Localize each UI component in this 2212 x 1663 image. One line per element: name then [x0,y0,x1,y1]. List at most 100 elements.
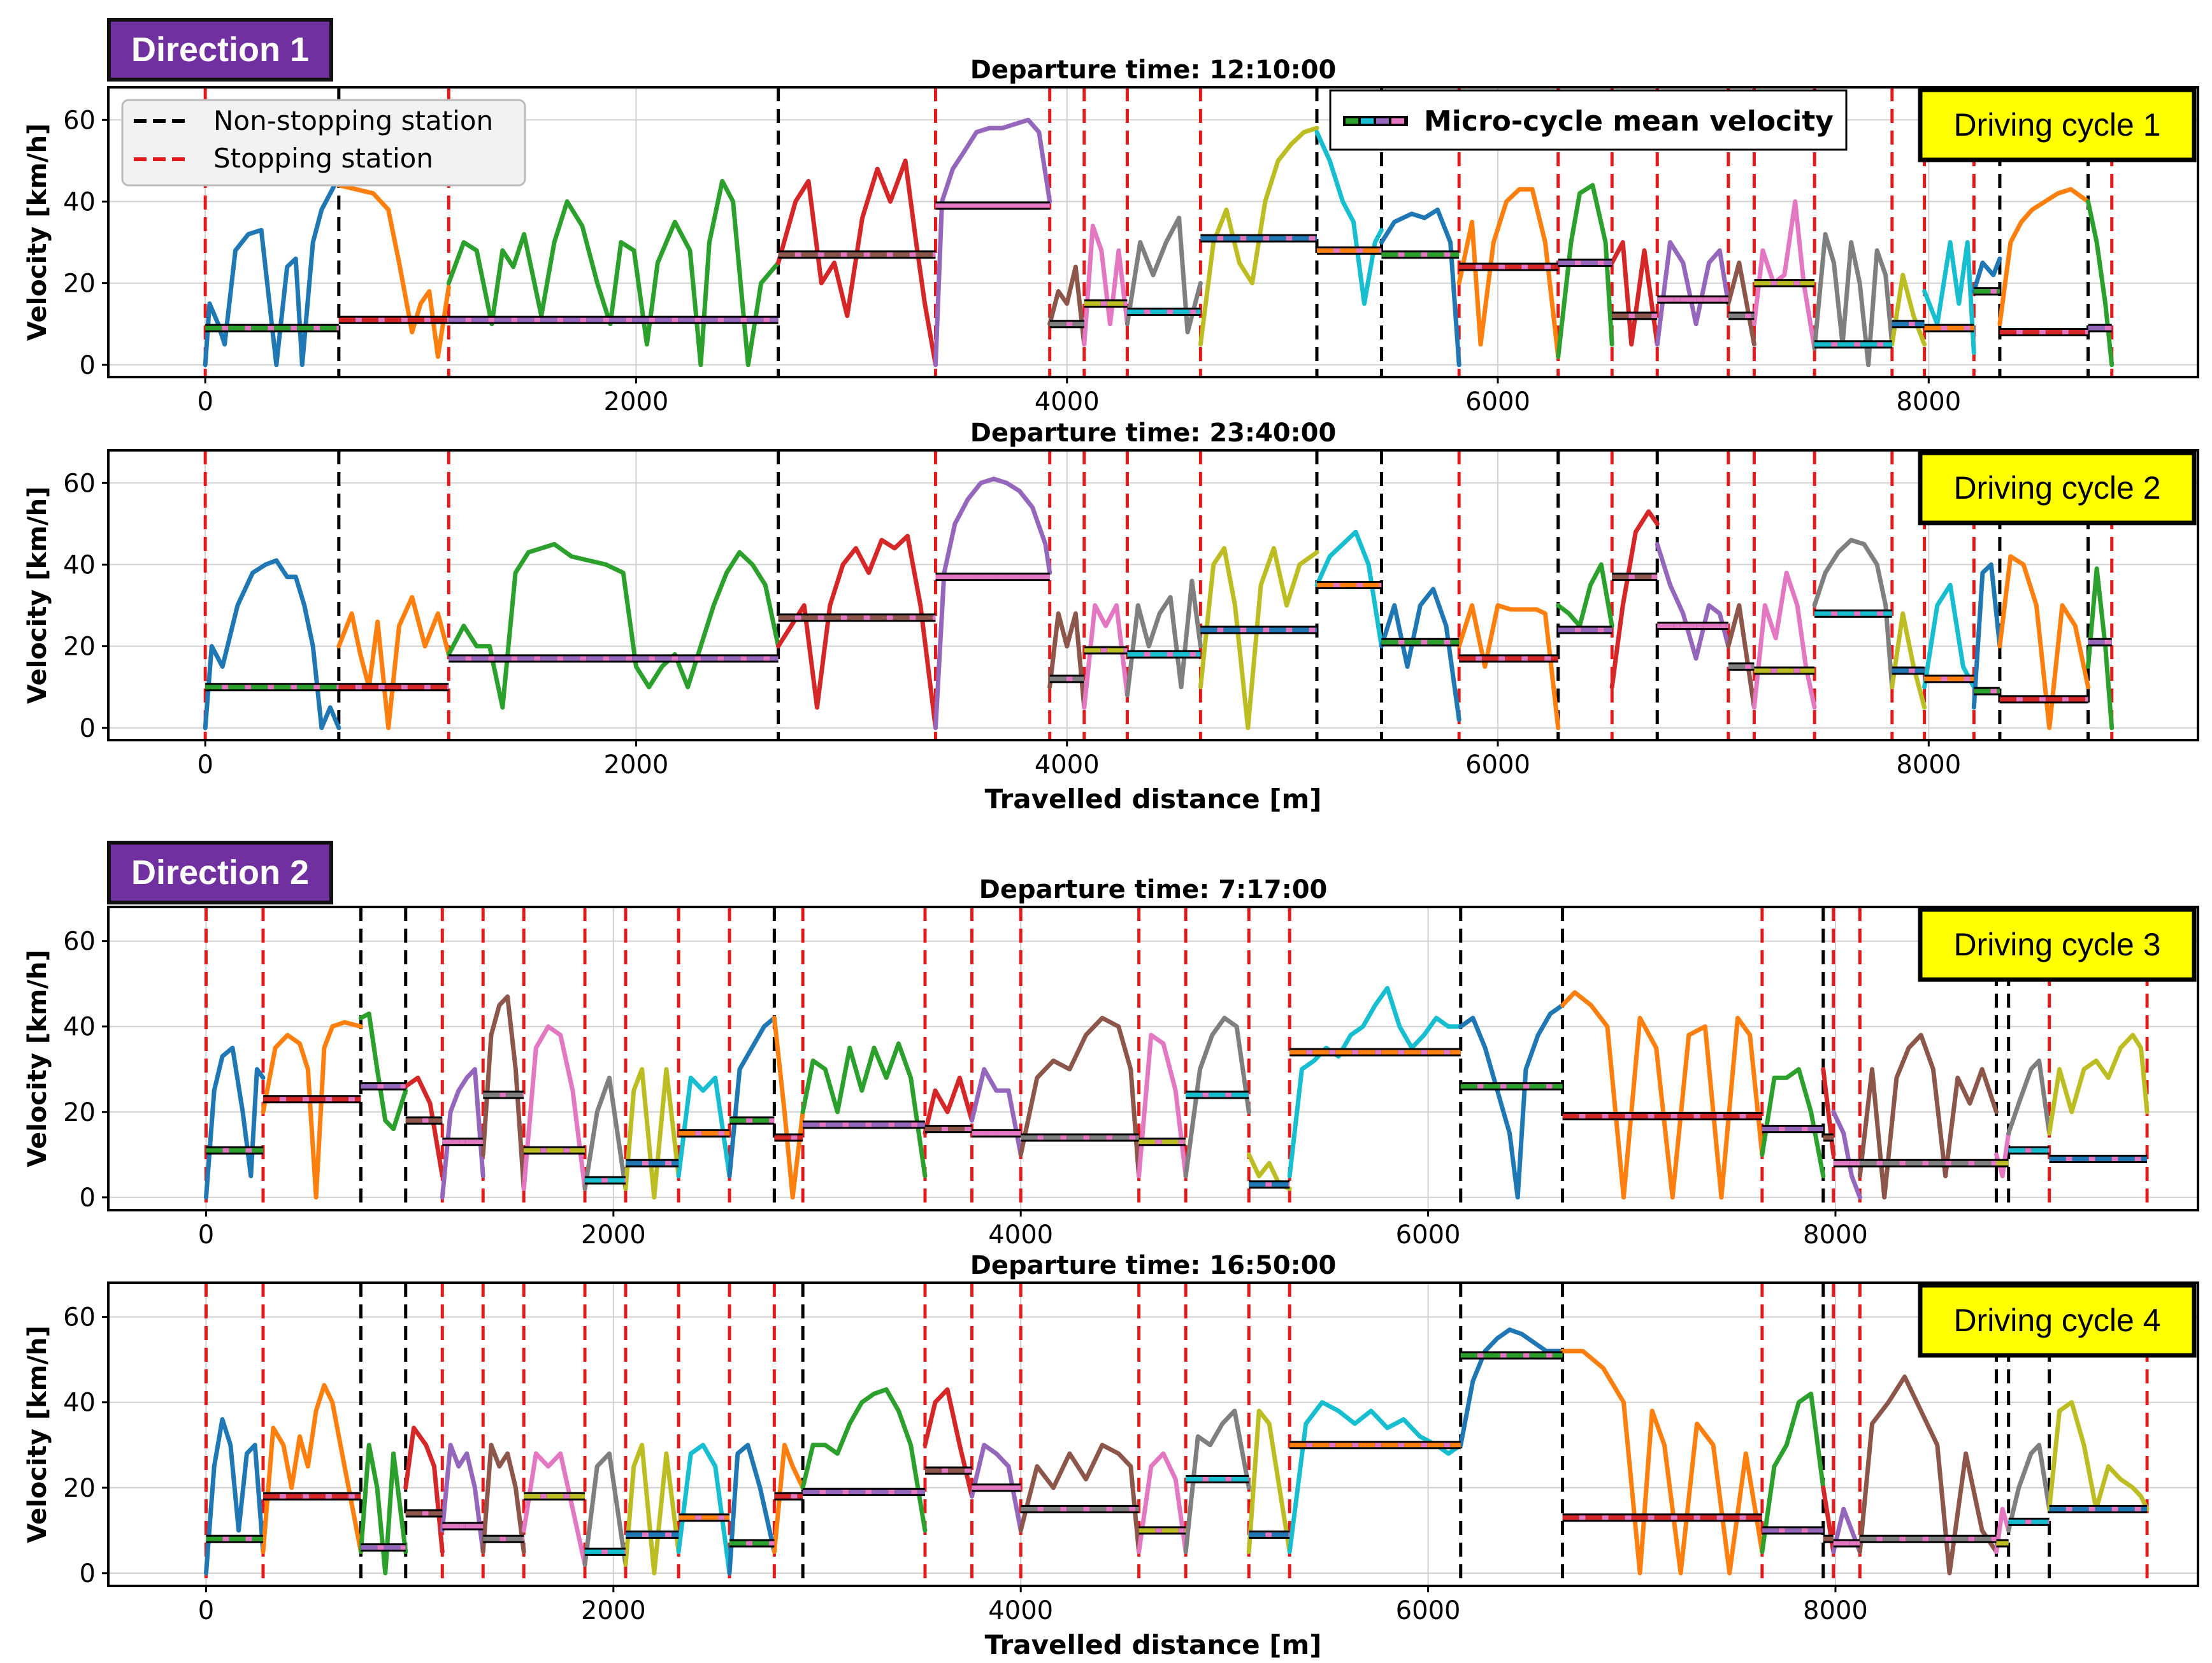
y-tick-label: 20 [63,1474,96,1503]
velocity-segment [446,541,781,710]
velocity-segment [2086,199,2115,368]
station-legend-box [121,99,526,187]
velocity-segment [204,1045,266,1200]
x-tick-label: 8000 [1896,387,1961,417]
x-tick-label: 6000 [1396,1596,1461,1625]
direction-2-badge: Direction 2 [107,841,333,904]
y-tick-label: 60 [63,469,96,498]
velocity-segment [1922,240,1976,355]
y-tick-label: 40 [63,1388,96,1418]
y-tick-label: 40 [63,187,96,217]
velocity-segment [1994,1506,2011,1554]
velocity-segment [800,1387,928,1533]
velocity-segment [203,558,341,731]
velocity-segment [676,1075,732,1178]
driving-cycle-box [1918,450,2197,525]
mean-legend-label: Micro-cycle mean velocity [1424,105,1834,138]
velocity-segment [1124,215,1203,334]
velocity-segment [261,1020,363,1200]
x-tick-label: 8000 [1803,1220,1868,1250]
y-axis-label: Velocity [km/h] [23,1325,52,1543]
velocity-segment [1047,264,1087,347]
velocity-segment [776,534,938,731]
velocity-segment [403,1425,445,1554]
velocity-segment [582,1451,628,1567]
x-tick-label: 0 [197,750,213,780]
velocity-segment [1018,1443,1142,1554]
velocity-segment [2047,1032,2150,1136]
velocity-segment [923,1387,974,1499]
velocity-segment [676,1443,732,1576]
x-axis-label: Travelled distance [m] [985,783,1322,815]
stop-legend-label: Stopping station [213,143,433,174]
velocity-segment [1857,1032,1999,1200]
driving-cycle-label: Driving cycle 4 [1953,1303,2160,1338]
y-tick-label: 0 [80,351,96,380]
x-tick-label: 6000 [1396,1220,1461,1250]
velocity-segment [1726,261,1756,347]
velocity-segment [480,994,526,1191]
velocity-segment [1655,541,1731,661]
velocity-segment [2006,1443,2052,1533]
plot-area [204,1283,2150,1586]
chart-panel-3: 0 2000 4000 6000 8000 0 20 40 60 Departure time: … [23,875,2199,1250]
velocity-segment [1137,1032,1188,1178]
panel-frame [107,86,2199,378]
velocity-segment [1124,578,1203,697]
velocity-segment [1560,1348,1765,1576]
plot-area [203,450,2115,740]
velocity-segment [440,1067,485,1200]
velocity-segment [2086,566,2115,731]
x-tick-label: 0 [197,387,213,417]
x-tick-label: 4000 [1035,387,1100,417]
velocity-segment [772,1015,805,1200]
mean-legend-box [1329,89,1848,151]
panel-frame [107,449,2199,741]
velocity-segment [1314,529,1384,649]
x-tick-label: 2000 [604,750,669,780]
velocity-segment [1726,603,1756,710]
x-tick-label: 8000 [1803,1596,1868,1625]
velocity-segment [727,1443,777,1576]
velocity-segment [358,1443,408,1576]
y-tick-label: 20 [63,1098,96,1127]
velocity-segment [1556,183,1614,359]
velocity-segment [923,1075,974,1136]
velocity-segment [1198,546,1319,731]
velocity-segment [446,178,781,368]
driving-cycle-box [1918,907,2197,982]
nonstop-legend-label: Non-stopping station [213,105,493,136]
velocity-segment [336,183,451,359]
y-tick-label: 0 [80,714,96,743]
velocity-segment [1971,562,2002,710]
velocity-segment [623,1067,681,1200]
chart-panel-2: 0 2000 4000 6000 8000 0 20 40 60 Departure time: … [23,418,2199,815]
velocity-segment [933,117,1052,368]
velocity-segment [1458,1003,1565,1200]
velocity-segment [1560,990,1765,1200]
driving-cycle-label: Driving cycle 3 [1953,927,2160,962]
velocity-segment [933,476,1052,731]
x-tick-label: 8000 [1896,750,1961,780]
velocity-segment [1458,1327,1565,1448]
velocity-segment [1137,1451,1188,1554]
velocity-segment [1751,199,1817,351]
velocity-segment [1922,583,1976,690]
velocity-segment [1890,273,1927,347]
velocity-segment [1287,1400,1463,1554]
chart-title: Departure time: 12:10:00 [970,55,1337,85]
velocity-segment [2047,1400,2150,1511]
velocity-segment [1556,562,1614,629]
velocity-segment [776,158,938,368]
chart-title: Departure time: 23:40:00 [970,418,1337,448]
velocity-segment [1047,611,1087,710]
velocity-segment [800,1041,928,1178]
panel-frame [107,906,2199,1211]
velocity-segment [1760,1067,1826,1178]
direction-2-label: Direction 2 [131,853,310,892]
y-tick-label: 60 [63,1303,96,1332]
velocity-segment [582,1075,628,1191]
panel-frame [107,1281,2199,1587]
velocity-segment [1183,1408,1251,1554]
velocity-segment [480,1443,526,1554]
